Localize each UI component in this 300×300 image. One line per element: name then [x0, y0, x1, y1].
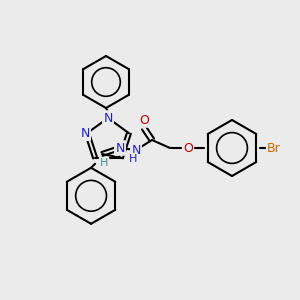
- Text: O: O: [183, 142, 193, 154]
- Text: N: N: [115, 142, 125, 154]
- Text: N: N: [80, 127, 90, 140]
- Text: N: N: [131, 143, 141, 157]
- Text: Br: Br: [267, 142, 281, 154]
- Text: N: N: [103, 112, 113, 124]
- Text: H: H: [129, 154, 137, 164]
- Text: H: H: [100, 158, 108, 168]
- Text: O: O: [139, 113, 149, 127]
